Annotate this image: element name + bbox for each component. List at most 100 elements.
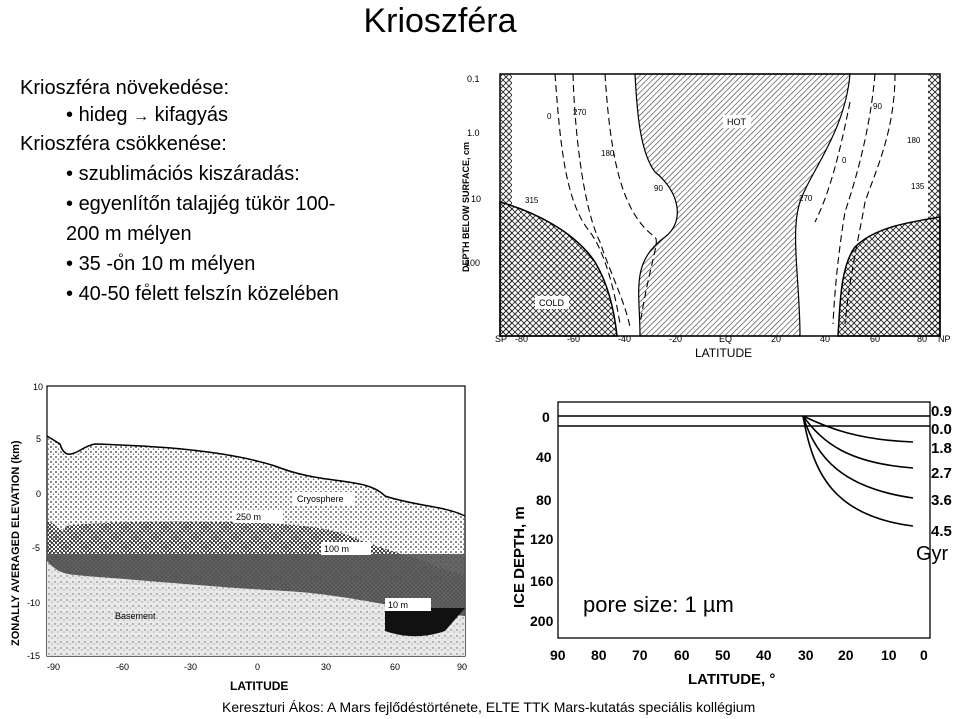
- degree-mark: °: [144, 280, 150, 296]
- contour-label: 90: [654, 184, 663, 193]
- isotherm-contours: [554, 73, 896, 328]
- slide-title: Krioszféra: [363, 2, 517, 40]
- contour-label: 135: [911, 182, 925, 191]
- ice-depth-curves: [802, 415, 914, 527]
- y-axis-label: DEPTH BELOW SURFACE, cm: [461, 142, 471, 272]
- gyr-unit-label: Gyr: [916, 543, 949, 565]
- ytick: 160: [530, 573, 554, 589]
- contour-label: 90: [873, 102, 882, 111]
- figure-elevation-cryosphere: 10 5 0 -5 -10 -15 ZONALLY AVERAGED ELEVA…: [10, 382, 467, 693]
- bullet-dot: •: [66, 104, 79, 126]
- label-100-box: [321, 542, 371, 555]
- bullet-freeze: kifagyás: [154, 104, 228, 126]
- growth-heading: Krioszféra növekedése:: [20, 77, 230, 99]
- cryosphere-label: Cryosphere: [297, 494, 344, 504]
- pore-size-label: pore size: 1 µm: [583, 592, 734, 617]
- xtick: 80: [591, 647, 607, 663]
- ytick: 0: [36, 489, 41, 499]
- curve-label: 1.8: [931, 440, 952, 457]
- ytick: 5: [36, 434, 41, 444]
- footer-credit: Kereszturi Ákos: A Mars fejlődéstörténet…: [222, 699, 756, 715]
- curve-label: 2.7: [931, 465, 952, 482]
- xtick: 90: [457, 662, 467, 672]
- cryosphere-label-box: [293, 492, 355, 505]
- hot-label-box: [723, 115, 751, 128]
- xtick: 40: [820, 334, 830, 344]
- xtick: 40: [756, 647, 772, 663]
- xtick: 0: [255, 662, 260, 672]
- hot-label: HOT: [727, 117, 747, 127]
- xtick: 90: [550, 647, 566, 663]
- x-axis-label: LATITUDE: [230, 679, 288, 693]
- xtick: -60: [567, 334, 580, 344]
- shrink-heading: Krioszféra csökkenése:: [20, 133, 227, 155]
- xtick: SP: [495, 334, 507, 344]
- curve-label: 0.9: [931, 403, 952, 420]
- ytick: 100: [465, 258, 480, 268]
- contour-label: 0: [842, 156, 847, 165]
- xtick: 30: [798, 647, 814, 663]
- xtick: -80: [515, 334, 528, 344]
- ytick: 40: [536, 449, 552, 465]
- cold-region-north: [837, 216, 941, 337]
- bullet-equator-cont: 200 m mélyen: [66, 223, 192, 245]
- label-100m: 100 m: [324, 544, 349, 554]
- cold-region-south: [499, 201, 618, 337]
- bullet-dot: •: [66, 163, 79, 185]
- xtick: 60: [870, 334, 880, 344]
- xtick: 20: [771, 334, 781, 344]
- bullet-dot: •: [66, 193, 79, 215]
- bullet-cold-freeze: • hideg → kifagyás: [66, 104, 228, 127]
- xtick: 70: [632, 647, 648, 663]
- xtick: 50: [715, 647, 731, 663]
- xtick: NP: [938, 334, 951, 344]
- curve-label: 4.5: [931, 523, 952, 540]
- x-axis-label: LATITUDE, °: [688, 671, 775, 688]
- xtick: 20: [838, 647, 854, 663]
- curve-label: 0.0: [931, 421, 952, 438]
- plot-frame: [557, 401, 931, 639]
- label-250-box: [233, 510, 283, 523]
- basement-region: [47, 561, 465, 656]
- x-ticks: -90 -60 -30 0 30 60 90: [47, 662, 467, 672]
- contour-label: 270: [573, 108, 587, 117]
- bullet-sublimation: • szublimációs kiszáradás:: [66, 163, 300, 186]
- xtick: 10: [881, 647, 897, 663]
- bullet-35-text: 35 -on 10 m mélyen: [78, 253, 256, 275]
- figure-ice-depth: 0.9 0.0 1.8 2.7 3.6 4.5 Gyr pore size: 1…: [511, 401, 952, 688]
- x-axis-label: LATITUDE: [695, 346, 752, 360]
- ytick: 80: [536, 492, 552, 508]
- ytick: 1.0: [467, 128, 480, 138]
- hot-region: [634, 73, 851, 337]
- curve-label: 3.6: [931, 492, 952, 509]
- xtick: -90: [47, 662, 60, 672]
- y-ticks: 10 5 0 -5 -10 -15: [27, 382, 43, 661]
- xtick: -40: [618, 334, 631, 344]
- bullet-40-50: • 40-50 felett felszín közelében: [66, 283, 339, 306]
- ytick: 0.1: [467, 74, 480, 84]
- contour-label: 315: [525, 196, 539, 205]
- bullet-equator-text: egyenlítőn talajjég tükör 100-: [78, 193, 336, 215]
- ytick: 200: [530, 613, 554, 629]
- ytick: -15: [27, 651, 40, 661]
- xtick: 0: [920, 647, 928, 663]
- surface-line: [46, 435, 466, 517]
- contour-label: 180: [907, 136, 921, 145]
- bullet-40-50-text: 40-50 felett felszín közelében: [78, 283, 339, 305]
- contour-label: 270: [799, 194, 813, 203]
- bullet-dot: •: [66, 283, 79, 305]
- curve-labels: 0.9 0.0 1.8 2.7 3.6 4.5: [931, 403, 952, 540]
- ytick: 10: [471, 194, 481, 204]
- label-250m: 250 m: [236, 512, 261, 522]
- xtick: -30: [184, 662, 197, 672]
- xtick: -60: [116, 662, 129, 672]
- bullet-dot: •: [66, 253, 79, 275]
- xtick: -20: [669, 334, 682, 344]
- ytick: -10: [27, 598, 40, 608]
- label-10m: 10 m: [388, 600, 408, 610]
- y-ticks: 0 40 80 120 160 200: [530, 409, 554, 629]
- y-axis-label: ZONALLY AVERAGED ELEVATION (km): [10, 440, 22, 646]
- basement-label: Basement: [115, 611, 156, 621]
- ytick: -5: [32, 543, 40, 553]
